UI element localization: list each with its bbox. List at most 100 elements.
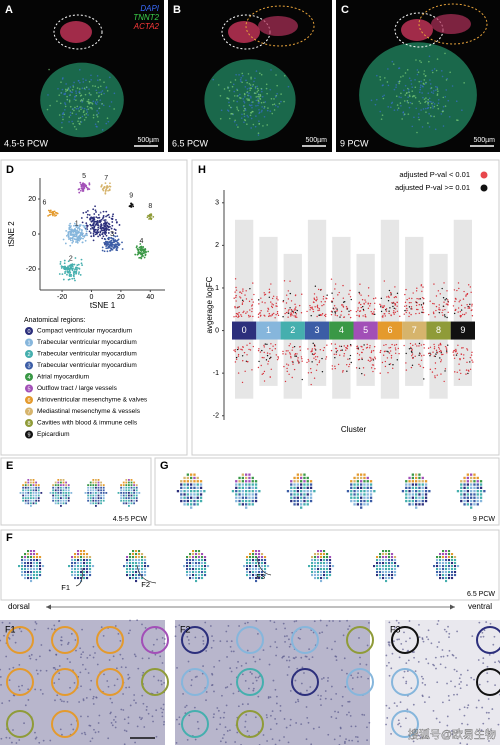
- stain-label: ACTA2: [133, 22, 160, 31]
- nucleus: [123, 718, 126, 721]
- spot: [245, 493, 248, 496]
- gene-point: [454, 309, 456, 312]
- spot: [245, 490, 248, 493]
- tissue-speck: [237, 126, 239, 128]
- spot: [293, 493, 296, 496]
- tissue-speck: [393, 109, 396, 111]
- tissue-speck: [61, 121, 63, 124]
- gene-point: [386, 350, 388, 352]
- nucleus: [333, 738, 336, 741]
- spot: [379, 565, 382, 568]
- spot: [74, 565, 77, 568]
- gene-point: [458, 287, 460, 290]
- cluster-box: [329, 321, 354, 340]
- spot: [320, 577, 323, 580]
- tissue-speck: [219, 117, 222, 120]
- spot: [39, 559, 42, 562]
- nucleus: [435, 717, 438, 720]
- tissue-speck: [68, 94, 71, 97]
- spot: [385, 553, 388, 556]
- spot: [470, 483, 473, 486]
- tsne-cell: [71, 233, 74, 236]
- gene-point: [343, 353, 346, 355]
- gene-point: [432, 302, 434, 305]
- tissue-speck: [96, 115, 99, 118]
- spot: [308, 565, 311, 568]
- gene-point: [369, 302, 372, 305]
- spot: [54, 494, 57, 497]
- nucleus: [162, 723, 165, 726]
- gene-point: [334, 283, 337, 285]
- spot: [86, 568, 89, 571]
- nucleus: [141, 623, 143, 626]
- tsne-cell: [77, 227, 79, 230]
- tsne-cell: [142, 255, 144, 257]
- tissue-speck: [422, 96, 424, 99]
- nucleus: [480, 729, 483, 732]
- spot: [35, 492, 38, 494]
- gene-point: [416, 345, 418, 347]
- nucleus: [127, 678, 130, 680]
- nucleus: [202, 642, 205, 645]
- gene-point: [460, 353, 462, 355]
- tissue-speck: [245, 79, 247, 82]
- spot: [261, 574, 264, 577]
- tissue-speck: [427, 92, 430, 95]
- spot: [439, 556, 442, 559]
- nucleus: [482, 662, 485, 665]
- tsne-cell: [90, 235, 93, 238]
- spot: [255, 574, 258, 577]
- nucleus: [274, 718, 277, 720]
- nucleus: [12, 626, 15, 628]
- spot: [454, 571, 457, 574]
- spot: [49, 492, 52, 494]
- gene-point: [457, 344, 459, 347]
- tissue-speck: [75, 92, 78, 94]
- gene-point: [331, 365, 334, 367]
- spot: [80, 577, 83, 580]
- gene-point: [439, 357, 441, 359]
- spot: [317, 568, 320, 571]
- gene-point: [360, 294, 362, 296]
- nucleus: [335, 717, 338, 720]
- gene-point: [333, 353, 335, 355]
- gene-point: [307, 348, 309, 350]
- nucleus: [421, 694, 424, 697]
- spot: [86, 559, 89, 562]
- gene-point: [466, 348, 468, 350]
- gene-point: [237, 355, 240, 357]
- gene-point: [361, 358, 363, 361]
- spot: [89, 565, 92, 568]
- gene-point: [453, 312, 456, 315]
- gene-point: [330, 349, 333, 352]
- gene-point: [294, 353, 297, 355]
- spot: [255, 556, 258, 559]
- tissue-speck: [75, 90, 77, 92]
- spot: [86, 577, 89, 580]
- spot: [249, 562, 252, 565]
- gene-point: [297, 357, 299, 359]
- tissue-speck: [86, 100, 89, 103]
- nucleus: [67, 641, 70, 644]
- gene-point: [360, 345, 362, 348]
- gene-point: [276, 358, 279, 361]
- nucleus: [223, 711, 226, 714]
- tissue-speck: [103, 92, 105, 95]
- spot: [439, 562, 442, 565]
- nucleus: [213, 665, 216, 668]
- gene-point: [412, 292, 414, 294]
- nucleus: [160, 683, 163, 686]
- nucleus: [0, 683, 2, 686]
- spot: [466, 499, 470, 503]
- tissue-speck: [68, 99, 71, 102]
- gene-point: [334, 288, 336, 290]
- tissue-speck: [409, 95, 411, 98]
- tissue-speck: [261, 109, 263, 112]
- spot: [261, 565, 264, 568]
- spot: [125, 494, 128, 497]
- spot: [476, 483, 479, 486]
- nucleus: [184, 706, 187, 709]
- spot: [391, 553, 394, 556]
- nucleus: [202, 640, 205, 642]
- nucleus: [320, 704, 322, 707]
